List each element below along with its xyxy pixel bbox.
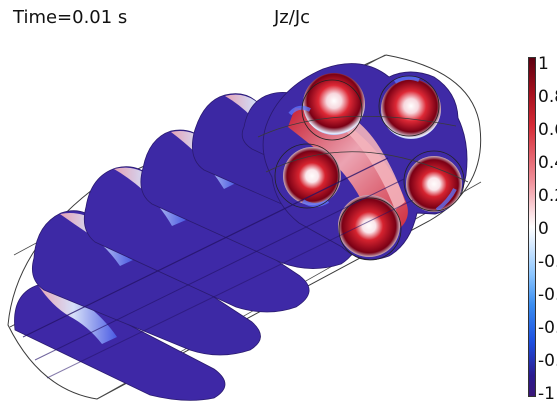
terminal-cross-section xyxy=(257,63,469,261)
coil-segment xyxy=(31,210,261,356)
coil-separator xyxy=(34,178,405,361)
colorbar-tick-label: 0 xyxy=(538,219,549,239)
colorbar-tick-label: 1 xyxy=(538,54,549,74)
hot-spot xyxy=(283,147,341,205)
coil-segment xyxy=(83,166,310,313)
current-highlight xyxy=(327,106,405,210)
colorbar xyxy=(528,57,536,397)
colorbar-tick-label: 0.6 xyxy=(538,120,557,140)
coil-separator xyxy=(22,157,389,338)
terminal-ring xyxy=(338,197,402,261)
colorbar-tick-label: 0.8 xyxy=(538,87,557,107)
colorbar-tick-label: 0.4 xyxy=(538,153,557,173)
colorbar-tick-label: 0.2 xyxy=(538,186,557,206)
coil-separator xyxy=(46,199,414,379)
colorbar-tick-label: -0.2 xyxy=(538,252,557,272)
hot-spot xyxy=(338,195,400,257)
terminal-outline xyxy=(257,115,457,138)
terminal-ring xyxy=(274,143,340,209)
terminal-ring xyxy=(403,150,465,212)
colorbar-tick-label: -0.6 xyxy=(538,318,557,338)
time-label: Time=0.01 s xyxy=(13,7,128,28)
colorbar-tick-label: -0.4 xyxy=(538,285,557,305)
colorbar-tick-label: -1 xyxy=(538,384,555,404)
quantity-title: Jz/Jc xyxy=(274,7,311,28)
terminal-ring xyxy=(378,75,440,137)
edge-highlights xyxy=(288,75,457,212)
colorbar-tick-label: -0.8 xyxy=(538,351,557,371)
terminal-ring xyxy=(301,79,363,141)
hot-spot xyxy=(381,79,441,139)
hot-spot xyxy=(303,73,365,135)
terminal-outline xyxy=(265,151,469,183)
